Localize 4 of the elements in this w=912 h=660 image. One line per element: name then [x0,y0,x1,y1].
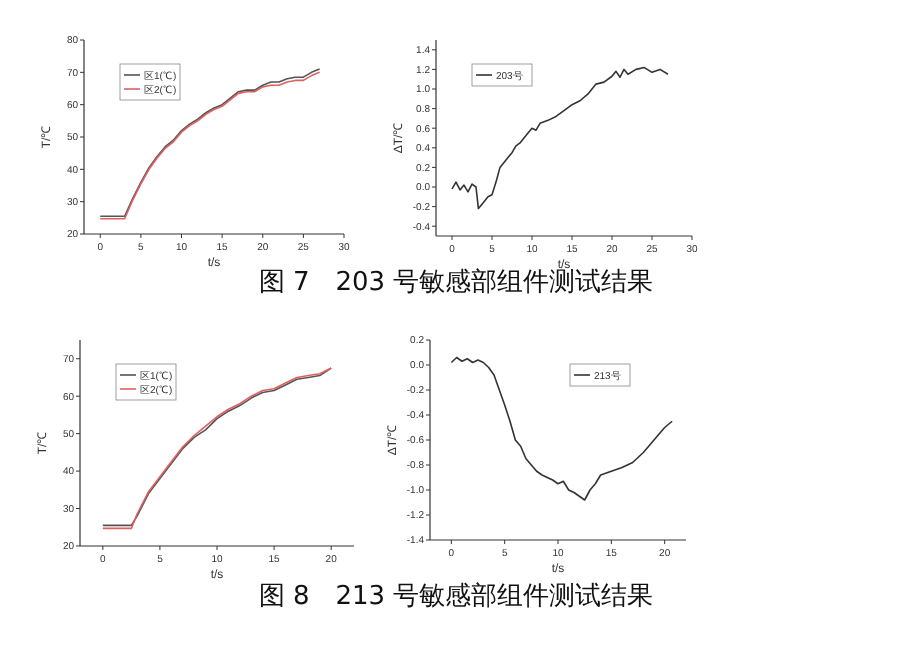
caption: 图 7 203 号敏感部组件测试结果 [258,268,654,298]
caption: 图 8 213 号敏感部组件测试结果 [258,582,654,612]
line-series [451,66,669,210]
line-series [450,356,673,501]
